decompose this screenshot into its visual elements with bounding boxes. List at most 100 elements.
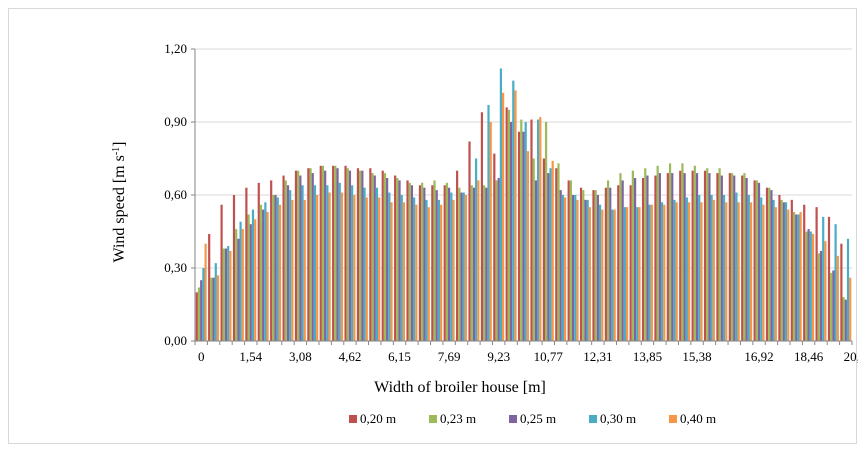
bar [559,190,562,341]
bar [251,209,255,341]
bar [811,233,815,341]
bar [834,224,837,341]
x-tick-label: 15,38 [682,349,711,364]
bar [579,187,583,341]
x-tick-label: 7,69 [438,349,461,364]
chart-frame: 0,00 0,30 0,60 0,90 1,20 0 1,54 3,08 4,62 6,15 7,… [8,8,858,444]
legend-swatch [589,415,597,423]
bar [716,173,719,341]
x-tick-label: 10,77 [534,349,564,364]
legend-swatch [509,415,517,423]
bar [797,214,800,341]
bar [547,173,550,341]
legend-label: 0,20 m [360,411,396,426]
bar [557,163,560,341]
bar [722,195,726,341]
bar [227,246,230,341]
y-tick-labels: 0,00 0,30 0,60 0,90 1,20 [164,41,187,348]
bar [406,180,409,341]
bar [262,209,265,341]
legend-label: 0,30 m [600,411,636,426]
bar [799,212,802,341]
bar [359,170,362,341]
legend-label: 0,25 m [520,411,556,426]
bar [745,177,748,341]
bar [792,212,796,341]
bar [795,214,798,341]
bar [530,119,533,341]
bar [730,173,734,341]
bar [604,187,607,341]
bar [660,202,664,341]
x-tick-label: 3,08 [289,349,312,364]
bar [844,299,847,341]
bar [470,185,473,341]
bar [371,173,374,341]
bar [698,195,701,341]
legend-swatch [429,415,437,423]
bars [195,68,852,342]
bar [332,165,335,341]
bar [611,209,614,341]
bar [809,231,812,341]
x-axis-title: Width of broiler house [m] [374,379,546,396]
bar [257,182,260,341]
bar [334,165,337,341]
bar [708,173,711,341]
bar [569,180,572,341]
bar [356,168,360,341]
bar [208,233,211,341]
legend-item: 0,40 m [669,411,716,426]
bar [588,207,591,341]
bar [344,165,347,341]
bar [827,216,831,341]
bar [765,187,769,341]
bar [671,173,674,341]
bar [663,204,666,341]
bar [483,185,486,341]
bar [214,263,217,341]
bar [510,122,513,341]
bar [294,170,298,341]
bar [832,270,835,341]
bar [735,192,738,341]
bar [749,202,753,341]
bar [526,151,529,341]
x-tick-labels: 0 1,54 3,08 4,62 6,15 7,69 9,23 10,77 12,31 13,85… [198,349,858,364]
bar [695,173,699,341]
bar [613,209,616,341]
bar [633,177,637,341]
bar [340,192,344,341]
bar [747,195,750,341]
bar [303,199,306,341]
bar [247,214,250,341]
x-tick-label: 9,23 [487,349,510,364]
bar [774,207,777,341]
bar [836,255,839,341]
bar [495,180,498,341]
bar [348,170,352,341]
bar [733,175,736,341]
bar [648,204,651,341]
bar [328,192,331,341]
bar [239,221,242,341]
bar [445,182,449,341]
bar [313,185,317,341]
bar [222,248,225,341]
x-tick-label: 13,85 [633,349,662,364]
bar [644,168,647,341]
bar [408,182,411,341]
bar [703,170,707,341]
bar [480,112,484,342]
bar [289,190,292,341]
bar [477,180,480,341]
bar [534,180,537,341]
bar [505,107,508,342]
bar [520,119,523,341]
bar [220,204,223,341]
bar [658,173,661,341]
bar [687,202,691,341]
bar [321,165,325,341]
bar [460,192,463,341]
bar [673,199,676,341]
